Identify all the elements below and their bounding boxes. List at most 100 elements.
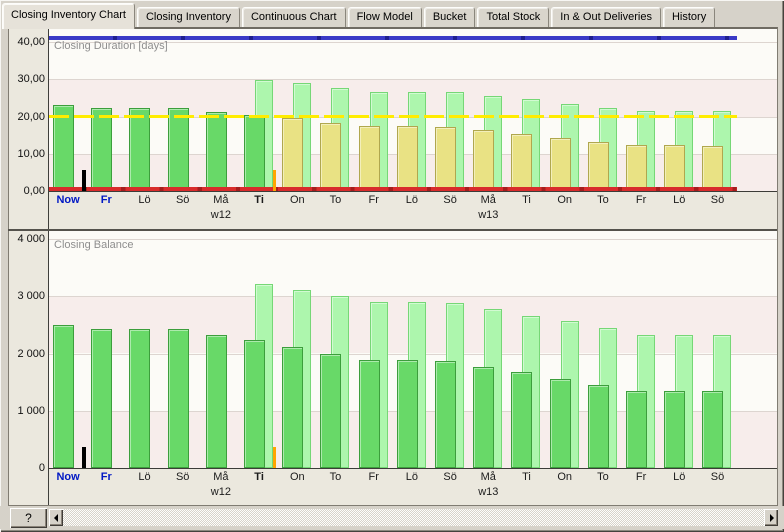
chart1-x-label-17-sö: Sö xyxy=(710,193,725,206)
scroll-left-button[interactable] xyxy=(49,509,63,526)
chart2-bar-front-16 xyxy=(664,391,686,469)
chart1-x-label-4-må: Må xyxy=(213,193,229,206)
tab-flow-model[interactable]: Flow Model xyxy=(347,7,422,27)
chart1-x-label-0-now: Now xyxy=(56,193,80,206)
chart2-bar-front-7 xyxy=(320,354,342,469)
chart2-week-label-w12: w12 xyxy=(210,485,231,498)
chart2-bar-front-2 xyxy=(129,328,151,469)
chart2-x-label-17-sö: Sö xyxy=(710,470,725,483)
chart2-gridline xyxy=(49,238,777,240)
chart1-y-axis-label: 0,00 xyxy=(23,185,45,198)
chart1-bar-front-11 xyxy=(473,130,495,192)
chart-title-balance: Closing Balance xyxy=(54,239,134,251)
chart2-bar-front-3 xyxy=(167,328,189,469)
chart1-bar-front-5 xyxy=(244,115,265,192)
tab-total-stock[interactable]: Total Stock xyxy=(477,7,550,27)
chart2-y-axis-label: 0 xyxy=(38,462,45,475)
chart1-bar-front-12 xyxy=(511,133,533,192)
chart1-x-label-15-fr: Fr xyxy=(635,193,647,206)
chart1-x-axis-line xyxy=(48,190,777,193)
chart1-bar-front-7 xyxy=(320,122,342,192)
chart-title-duration: Closing Duration [days] xyxy=(54,40,168,52)
chart2-y-axis-label: 4 000 xyxy=(17,232,45,245)
right-arrow-icon xyxy=(770,514,774,522)
chart2-x-label-6-on: On xyxy=(289,470,305,483)
chart1-bar-front-17 xyxy=(702,145,724,192)
tab-history[interactable]: History xyxy=(662,7,716,27)
chart2-x-label-15-fr: Fr xyxy=(635,470,647,483)
chart1-bar-front-13 xyxy=(549,137,571,192)
chart2-bar-front-12 xyxy=(511,372,533,469)
chart2-x-label-9-lö: Lö xyxy=(405,470,419,483)
chart1-week-label-w13: w13 xyxy=(478,208,499,221)
chart2-week-label-w13: w13 xyxy=(478,485,499,498)
chart1-x-label-1-fr: Fr xyxy=(100,193,112,206)
chart1-reference-line-zero-red xyxy=(49,187,737,192)
chart2-bar-front-4 xyxy=(205,334,227,469)
chart1-y-axis-label: 20,00 xyxy=(17,110,45,123)
tab-bucket[interactable]: Bucket xyxy=(423,7,476,27)
chart2-x-label-3-sö: Sö xyxy=(175,470,190,483)
chart2-x-label-1-fr: Fr xyxy=(100,470,112,483)
chart2-x-label-12-ti: Ti xyxy=(522,470,531,483)
chart2-bar-front-9 xyxy=(396,360,418,469)
chart1-y-axis-label: 40,00 xyxy=(17,36,45,48)
chart1-bar-front-2 xyxy=(129,108,151,192)
chart1-x-label-11-må: Må xyxy=(480,193,496,206)
chart1-bar-front-0 xyxy=(53,105,74,192)
chart2-bar-front-1 xyxy=(91,328,113,469)
chart2-x-label-14-to: To xyxy=(597,470,609,483)
chart2-bar-front-14 xyxy=(587,385,609,469)
chart1-x-label-6-on: On xyxy=(289,193,305,206)
tab-in-out-deliveries[interactable]: In & Out Deliveries xyxy=(551,7,661,27)
tab-closing-inventory[interactable]: Closing Inventory xyxy=(136,7,240,27)
chart2-y-axis-label: 3 000 xyxy=(17,290,45,303)
chart1-bar-front-15 xyxy=(626,145,647,192)
chart1-x-label-3-sö: Sö xyxy=(175,193,190,206)
chart1-reference-line-target-yellow xyxy=(49,115,737,119)
chart1-bar-front-4 xyxy=(205,112,227,192)
chart1-x-label-16-lö: Lö xyxy=(673,193,686,206)
horizontal-scrollbar[interactable] xyxy=(49,509,778,526)
chart2-x-label-10-sö: Sö xyxy=(443,470,457,483)
tab-continuous-chart[interactable]: Continuous Chart xyxy=(241,7,346,27)
chart2-bar-front-5 xyxy=(244,340,265,469)
chart2-x-label-7-to: To xyxy=(329,470,342,483)
chart2-bar-front-0 xyxy=(53,325,74,469)
chart1-bar-front-9 xyxy=(396,126,418,192)
chart2-x-label-8-fr: Fr xyxy=(368,470,379,483)
chart2-x-axis-line xyxy=(48,467,777,470)
chart1-bar-front-14 xyxy=(587,141,609,192)
chart-divider xyxy=(8,229,777,231)
left-arrow-icon xyxy=(54,514,58,522)
chart2-gridline xyxy=(49,296,777,298)
chart1-gridline xyxy=(49,79,777,81)
tab-closing-inventory-chart[interactable]: Closing Inventory Chart xyxy=(2,3,135,29)
chart2-x-label-4-må: Må xyxy=(213,470,229,483)
chart2-bar-front-15 xyxy=(626,391,647,469)
chart2-y-axis-label: 2 000 xyxy=(17,347,45,360)
chart1-bar-front-8 xyxy=(358,125,380,192)
chart1-x-label-2-lö: Lö xyxy=(138,193,151,206)
chart2-x-label-5-ti: Ti xyxy=(254,470,264,483)
chart2-marker-black xyxy=(82,447,87,469)
help-button[interactable]: ? xyxy=(10,508,47,528)
y-axis-line xyxy=(48,29,49,505)
chart2-x-label-0-now: Now xyxy=(56,470,80,483)
chart1-bar-front-3 xyxy=(167,108,189,192)
chart1-x-label-14-to: To xyxy=(597,193,609,206)
scroll-right-button[interactable] xyxy=(764,509,778,526)
chart1-x-label-10-sö: Sö xyxy=(443,193,457,206)
chart2-bar-front-8 xyxy=(358,360,380,469)
chart1-y-axis-label: 10,00 xyxy=(17,147,45,160)
chart1-x-label-7-to: To xyxy=(329,193,342,206)
chart1-marker-black xyxy=(82,170,87,192)
chart1-bar-front-6 xyxy=(282,118,304,192)
tab-bar: Closing Inventory Chart Closing Inventory… xyxy=(2,1,717,29)
chart1-bar-front-10 xyxy=(435,126,456,192)
chart1-bar-front-1 xyxy=(91,108,113,192)
chart1-week-label-w12: w12 xyxy=(210,208,231,221)
chart2-bar-front-11 xyxy=(473,366,495,469)
